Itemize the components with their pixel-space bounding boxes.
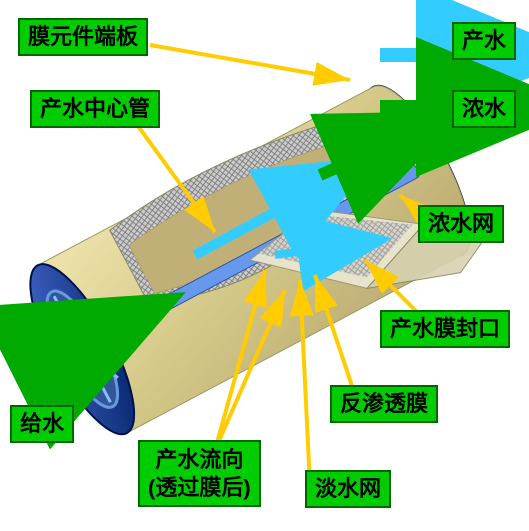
label-concentrate: 浓水 [452, 90, 516, 128]
label-endcap: 膜元件端板 [18, 18, 148, 56]
label-permeate-seal: 产水膜封口 [380, 310, 510, 348]
label-flow-line1: 产水流向 [155, 447, 243, 472]
membrane-diagram: 膜元件端板 产水中心管 产水 浓水 浓水网 产水膜封口 反渗透膜 淡水网 给水 … [0, 0, 529, 531]
label-flow-direction: 产水流向 (透过膜后) [138, 440, 261, 507]
label-concentrate-net: 浓水网 [418, 205, 504, 243]
label-center-tube: 产水中心管 [30, 90, 160, 128]
label-ro-membrane: 反渗透膜 [330, 385, 438, 423]
label-produce-water: 产水 [452, 22, 516, 60]
label-flow-line2: (透过膜后) [148, 475, 251, 500]
label-feed-water: 给水 [10, 405, 74, 443]
label-light-water-net: 淡水网 [305, 470, 391, 508]
